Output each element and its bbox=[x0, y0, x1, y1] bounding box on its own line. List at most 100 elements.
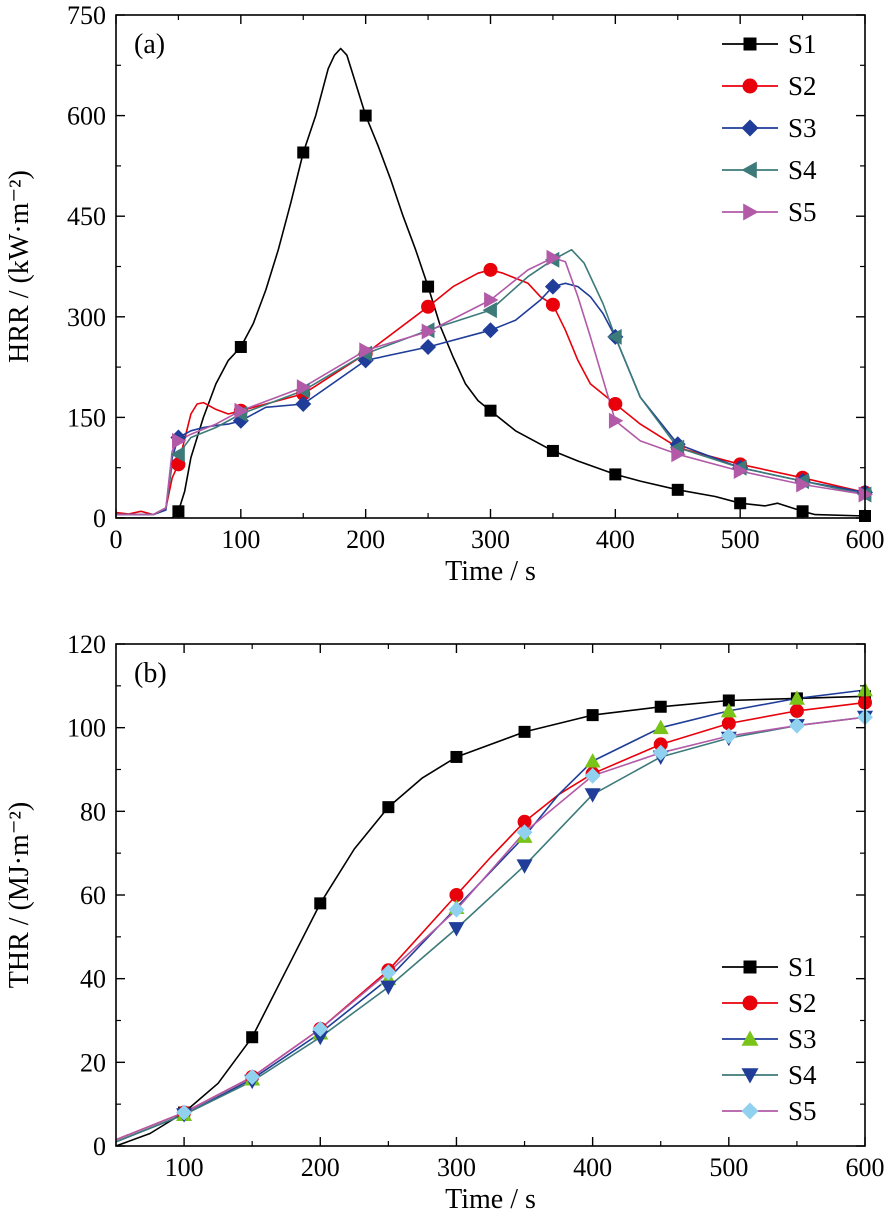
data-point-s1 bbox=[671, 483, 684, 496]
data-point-s1 bbox=[450, 750, 463, 763]
data-point-s4 bbox=[607, 328, 622, 345]
legend-label-s2: S2 bbox=[788, 71, 817, 101]
x-tick-label: 600 bbox=[846, 1153, 885, 1182]
data-point-s5 bbox=[720, 728, 737, 745]
legend-marker-s3 bbox=[741, 119, 759, 137]
y-tick-label: 40 bbox=[80, 965, 106, 994]
data-point-s2 bbox=[789, 703, 804, 718]
legend-marker-s2 bbox=[742, 995, 758, 1011]
y-tick-label: 120 bbox=[67, 630, 106, 659]
x-tick-label: 400 bbox=[596, 525, 635, 554]
data-point-s5 bbox=[244, 1068, 261, 1085]
legend-label-s5: S5 bbox=[788, 197, 817, 227]
x-tick-label: 300 bbox=[437, 1153, 476, 1182]
x-tick-label: 200 bbox=[301, 1153, 340, 1182]
data-point-s5 bbox=[312, 1020, 329, 1037]
y-tick-label: 300 bbox=[67, 303, 106, 332]
y-axis-title: HRR / (kW·m⁻²) bbox=[4, 170, 35, 363]
data-point-s2 bbox=[449, 888, 464, 902]
y-axis: 0 20 40 60 80 100 120 THR / (MJ·m⁻²) bbox=[4, 630, 865, 1161]
x-axis-title: Time / s bbox=[445, 556, 536, 587]
data-point-s5 bbox=[296, 379, 312, 396]
data-point-s4 bbox=[584, 788, 601, 803]
data-point-s1 bbox=[422, 280, 435, 293]
data-point-s1 bbox=[609, 468, 622, 481]
x-tick-label: 0 bbox=[110, 525, 123, 554]
x-tick-label: 100 bbox=[165, 1153, 204, 1182]
series-line-s1 bbox=[116, 47, 865, 518]
data-point-s1 bbox=[734, 497, 747, 510]
data-point-s5 bbox=[421, 323, 437, 340]
series-markers bbox=[170, 109, 873, 522]
legend-label-s1: S1 bbox=[788, 29, 817, 59]
data-point-s1 bbox=[654, 700, 667, 713]
data-point-s4 bbox=[448, 922, 465, 937]
legend-label-s2: S2 bbox=[788, 988, 817, 1018]
y-tick-label: 0 bbox=[93, 1132, 106, 1161]
data-point-s3 bbox=[652, 719, 669, 735]
series-line-s4 bbox=[116, 248, 865, 516]
x-tick-label: 500 bbox=[721, 525, 760, 554]
y-tick-label: 450 bbox=[67, 202, 106, 231]
data-point-s1 bbox=[359, 109, 372, 122]
data-point-s5 bbox=[516, 824, 533, 841]
data-point-s5 bbox=[608, 412, 624, 429]
panel-label: (b) bbox=[134, 658, 167, 689]
x-tick-label: 500 bbox=[709, 1153, 748, 1182]
data-point-s4 bbox=[516, 859, 533, 874]
data-point-s5 bbox=[176, 1104, 193, 1121]
x-axis-title: Time / s bbox=[445, 1184, 536, 1215]
data-point-s2 bbox=[721, 716, 736, 731]
legend-label-s3: S3 bbox=[788, 1024, 817, 1054]
data-point-s3 bbox=[584, 753, 601, 768]
x-axis: 100 200 300 400 500 600 Time / s bbox=[115, 644, 885, 1215]
x-tick-label: 600 bbox=[846, 525, 885, 554]
data-point-s3 bbox=[482, 322, 499, 339]
data-point-s5 bbox=[448, 901, 465, 918]
x-axis: 0 100 200 300 400 500 600 Time / s bbox=[110, 15, 885, 587]
panel-a-hrr-chart: 0 100 200 300 400 500 600 Time / s 0 150 300 450 600… bbox=[4, 1, 885, 587]
legend-marker-s1 bbox=[743, 37, 757, 51]
legend-marker-s2 bbox=[742, 78, 758, 94]
data-point-s1 bbox=[518, 725, 531, 738]
series-markers bbox=[176, 682, 873, 1123]
data-point-s2 bbox=[421, 299, 436, 314]
panel-label: (a) bbox=[134, 29, 165, 60]
legend-label-s5: S5 bbox=[788, 1096, 817, 1126]
legend-label-s4: S4 bbox=[788, 155, 817, 185]
data-point-s4 bbox=[170, 446, 185, 463]
data-point-s5 bbox=[788, 717, 805, 734]
data-point-s1 bbox=[796, 505, 809, 518]
legend-marker-s5 bbox=[741, 1102, 759, 1120]
data-point-s4 bbox=[312, 1030, 329, 1046]
series-lines bbox=[116, 47, 865, 518]
data-point-s5 bbox=[796, 476, 811, 493]
data-point-s4 bbox=[380, 980, 397, 996]
data-point-s2 bbox=[171, 457, 186, 472]
data-point-s5 bbox=[234, 402, 249, 419]
data-point-s3 bbox=[420, 338, 437, 355]
y-tick-label: 750 bbox=[67, 1, 106, 30]
data-point-s1 bbox=[722, 694, 735, 707]
data-point-s2 bbox=[517, 814, 532, 829]
data-point-s3 bbox=[788, 690, 805, 705]
legend-label-s3: S3 bbox=[788, 113, 817, 143]
data-point-s5 bbox=[380, 964, 397, 981]
data-point-s3 bbox=[544, 278, 561, 295]
data-point-s3 bbox=[720, 702, 737, 718]
data-point-s3 bbox=[295, 395, 312, 412]
legend-marker-s3 bbox=[741, 1030, 759, 1046]
y-tick-label: 100 bbox=[67, 714, 106, 743]
legend-label-s1: S1 bbox=[788, 952, 817, 982]
x-tick-label: 200 bbox=[346, 525, 385, 554]
x-tick-label: 100 bbox=[221, 525, 260, 554]
series-line-s4 bbox=[116, 716, 865, 1143]
x-tick-label: 400 bbox=[573, 1153, 612, 1182]
data-point-s1 bbox=[234, 340, 247, 353]
y-axis: 0 150 300 450 600 750 HRR / (kW·m⁻²) bbox=[4, 1, 865, 533]
y-tick-label: 60 bbox=[80, 881, 106, 910]
data-point-s2 bbox=[608, 396, 623, 411]
y-tick-label: 80 bbox=[80, 797, 106, 826]
y-tick-label: 20 bbox=[80, 1048, 106, 1077]
